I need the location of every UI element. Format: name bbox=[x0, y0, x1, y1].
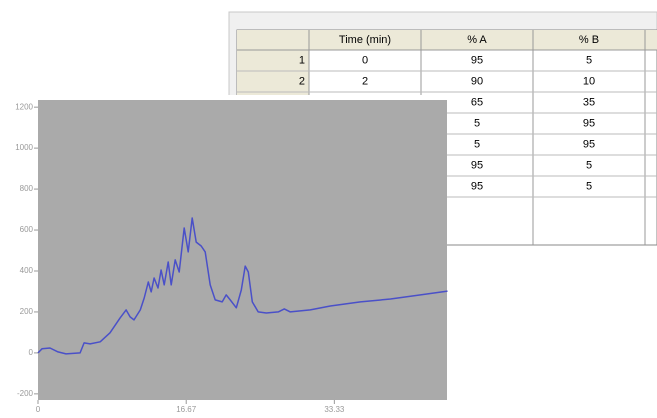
column-header: % A bbox=[467, 34, 487, 46]
row-number: 1 bbox=[299, 54, 305, 66]
y-tick-label: 200 bbox=[20, 307, 34, 316]
table-cell: 5 bbox=[474, 138, 480, 150]
y-tick-label: 800 bbox=[20, 184, 34, 193]
column-header: Time (min) bbox=[339, 34, 391, 46]
row-number: 2 bbox=[299, 75, 305, 87]
table-cell: 5 bbox=[586, 159, 592, 171]
y-tick-label: 1200 bbox=[15, 102, 33, 111]
table-cell: 95 bbox=[471, 54, 483, 66]
table-cell: 95 bbox=[583, 138, 595, 150]
trace-line bbox=[37, 217, 448, 355]
y-tick-label: 0 bbox=[29, 348, 34, 357]
table-cell: 5 bbox=[586, 54, 592, 66]
column-header: % B bbox=[579, 34, 599, 46]
x-tick-label: 0 bbox=[36, 405, 41, 414]
table-cell: 0 bbox=[362, 54, 368, 66]
table-cell: 5 bbox=[474, 117, 480, 129]
table-cell: 10 bbox=[583, 75, 595, 87]
table-cell: 90 bbox=[471, 75, 483, 87]
table-header-bg bbox=[237, 30, 657, 50]
table-cell: 95 bbox=[583, 117, 595, 129]
y-tick-label: -200 bbox=[17, 389, 34, 398]
table-cell: 95 bbox=[471, 159, 483, 171]
y-tick-label: 600 bbox=[20, 225, 34, 234]
table-cell: 5 bbox=[586, 180, 592, 192]
table-cell: 35 bbox=[583, 96, 595, 108]
table-cell: 2 bbox=[362, 75, 368, 87]
plot-area bbox=[38, 100, 447, 400]
x-tick-label: 33.33 bbox=[324, 405, 345, 414]
x-tick-label: 16.67 bbox=[176, 405, 197, 414]
table-cell: 65 bbox=[471, 96, 483, 108]
y-tick-label: 1000 bbox=[15, 143, 33, 152]
table-cell: 95 bbox=[471, 180, 483, 192]
y-tick-label: 400 bbox=[20, 266, 34, 275]
